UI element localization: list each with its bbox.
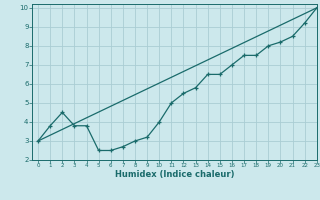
X-axis label: Humidex (Indice chaleur): Humidex (Indice chaleur) bbox=[115, 170, 234, 179]
